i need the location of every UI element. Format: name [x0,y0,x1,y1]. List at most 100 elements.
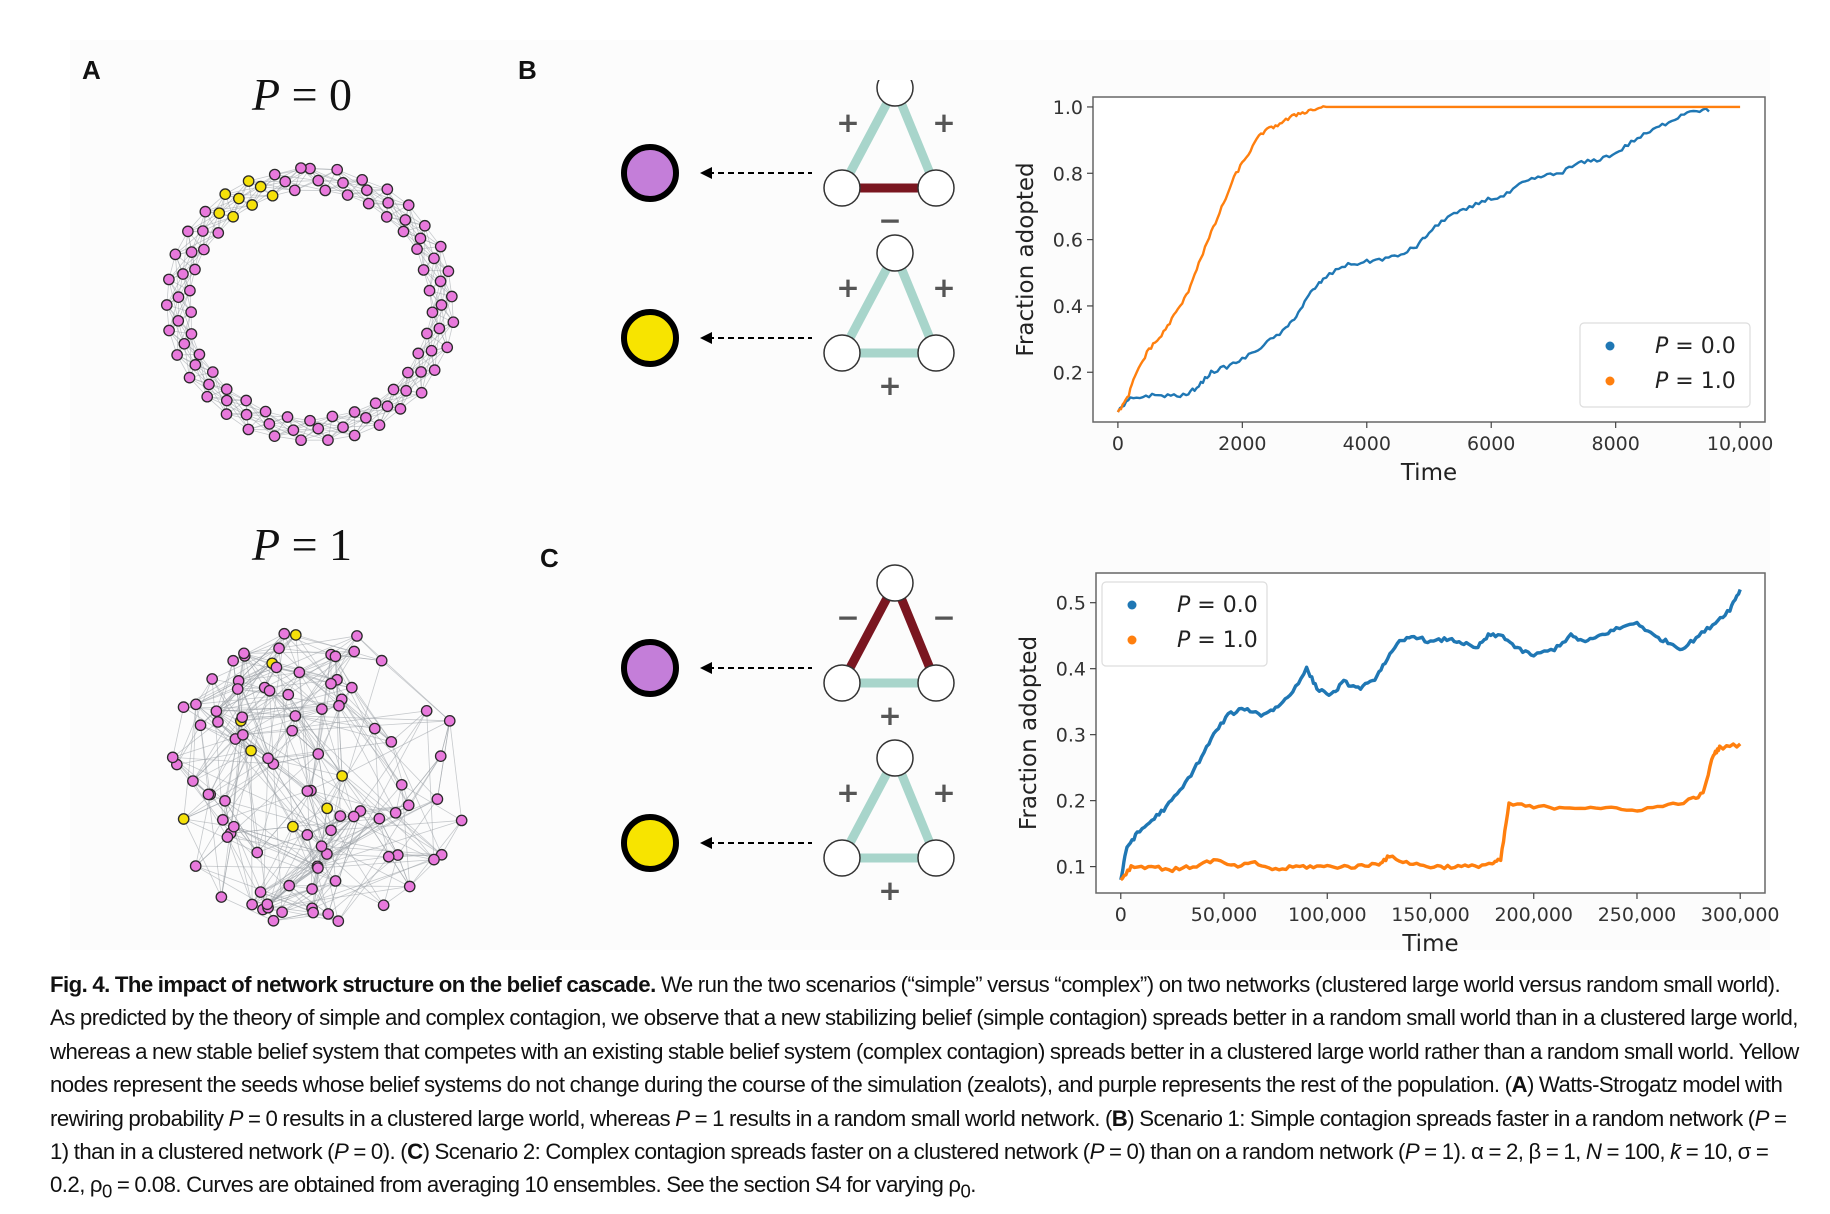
y-tick-label: 0.4 [1053,296,1083,318]
title-val: 1 [329,519,353,570]
network-edge [330,660,383,831]
sign-label-right: + [932,106,955,139]
title-var: P [251,519,281,570]
title-val: 0 [329,69,353,120]
network-edge [401,784,462,821]
network-edge [401,784,411,887]
legend-value: = 0.0 [1668,334,1735,359]
y-tick-label: 1.0 [1053,97,1083,119]
network-edge [317,815,341,867]
network-edge [238,633,285,682]
network-edge [272,763,283,913]
network-edge [267,888,313,909]
series-line-p0 [1119,588,1742,881]
network-edge [222,790,308,821]
network-node [293,666,306,679]
legend-var: P [1655,334,1669,359]
network-node [287,424,300,437]
sign-label-bottom: − [878,204,901,237]
network-node [177,268,189,280]
seed-node [219,188,232,201]
network-node [270,661,283,674]
network-node [395,778,408,791]
network-node [402,799,415,812]
network-node [246,898,258,911]
network-edge [295,651,355,717]
network-node [199,205,212,218]
network-node [220,408,233,420]
network-edge [381,660,451,722]
b-row-2: + + + [621,234,956,402]
network-edge [317,856,389,867]
caption-text: = 100, [1601,1139,1671,1165]
network-node [178,337,191,350]
network-edge [287,416,329,441]
network-node [445,290,458,303]
network-edge [383,854,399,906]
sign-label-left: + [836,106,859,139]
network-node [382,196,395,209]
seed-node [254,180,267,193]
network-node [301,785,314,797]
legend-value: = 0.0 [1190,593,1257,618]
network-node [400,384,412,397]
network-edge [409,820,462,887]
network-node [251,846,264,859]
network-edge [212,371,227,415]
network-node [394,403,407,415]
network-node [185,246,198,258]
network-node [166,751,179,764]
network-edge [243,652,338,681]
network-edge [317,859,434,869]
network-node [282,688,295,701]
arrow-left-icon [700,332,712,344]
network-edge [248,180,295,191]
network-edge [378,818,399,856]
seed-node [266,189,279,202]
network-node [347,810,360,823]
network-edge [292,807,328,827]
network-edge [423,225,426,270]
sign-label-right: − [932,601,955,634]
network-node [399,214,412,226]
network-node [220,394,233,407]
legend-label: P = 0.0 [1655,334,1736,359]
network-node [428,853,440,866]
network-edge [378,818,390,857]
network-edge [238,671,300,682]
network-edge [268,886,410,909]
x-tick-label: 10,000 [1707,433,1773,455]
network-edge [205,204,253,213]
network-node [268,168,281,181]
triangle-node [876,234,914,272]
caption-text: = 0.08. Curves are obtained from averagi… [111,1172,961,1198]
network-node [322,908,335,920]
network-node [315,840,328,853]
network-edge [317,710,427,869]
network-edge [405,369,435,392]
triangle-node [823,334,861,372]
network-edge [294,715,380,819]
caption-text: = 0) than on a random network ( [1103,1139,1405,1165]
network-edge [294,715,319,755]
network-node [312,862,324,874]
network-edge [168,251,192,280]
network-node [385,735,398,748]
seed-node [246,199,258,211]
network-edge [238,667,277,682]
network-edge [176,678,213,765]
legend-marker [1605,376,1615,386]
network-node [345,681,358,694]
network-edge [267,758,328,855]
panel-label-a: A [82,55,101,85]
network-edge [195,704,322,847]
network-edge [199,354,208,397]
network-node [238,647,250,660]
network-edge [209,757,269,795]
network-edge [273,912,314,922]
network-edge [341,775,355,817]
belief-node-icon [621,814,679,872]
network-edge [267,656,336,759]
sign-label-bottom: + [878,874,901,907]
network-node [185,328,198,340]
